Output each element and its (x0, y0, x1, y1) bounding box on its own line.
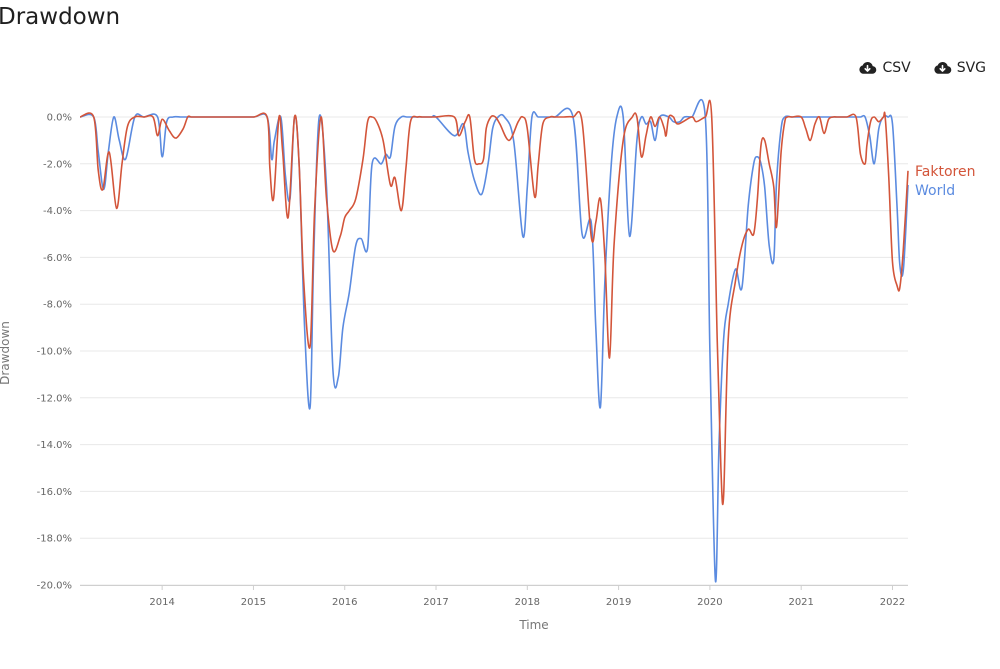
y-tick-label: -4.0% (43, 206, 72, 217)
x-tick-label: 2014 (149, 597, 174, 608)
cloud-download-icon (934, 62, 951, 74)
csv-download-button[interactable]: CSV (858, 60, 911, 76)
x-tick-label: 2018 (515, 597, 540, 608)
page-title: Drawdown (0, 4, 121, 30)
y-tick-label: 0.0% (47, 113, 72, 124)
x-tick-label: 2019 (606, 597, 631, 608)
csv-download-label: CSV (882, 60, 911, 76)
x-tick-label: 2022 (880, 597, 905, 608)
series-line-faktoren (79, 99, 909, 505)
legend-label-world: World (915, 183, 955, 199)
download-toolbar: CSV SVG (858, 60, 986, 76)
legend-label-faktoren: Faktoren (915, 164, 975, 180)
y-axis-title: Drawdown (0, 321, 12, 385)
y-tick-label: -8.0% (43, 300, 72, 311)
y-tick-label: -6.0% (43, 253, 72, 264)
y-tick-label: -10.0% (37, 347, 72, 358)
y-tick-label: -2.0% (43, 159, 72, 170)
y-tick-label: -20.0% (37, 581, 72, 592)
x-tick-label: 2020 (697, 597, 722, 608)
y-tick-label: -14.0% (37, 440, 72, 451)
x-tick-label: 2015 (241, 597, 266, 608)
x-tick-label: 2016 (332, 597, 357, 608)
cloud-download-icon (859, 62, 877, 74)
x-axis-title: Time (518, 618, 548, 632)
svg-download-button[interactable]: SVG (933, 60, 986, 76)
x-tick-label: 2017 (423, 597, 448, 608)
y-tick-label: -12.0% (37, 393, 72, 404)
svg-download-label: SVG (956, 60, 986, 76)
series-line-world (79, 99, 909, 583)
x-tick-label: 2021 (788, 597, 813, 608)
y-tick-label: -18.0% (37, 534, 72, 545)
y-tick-label: -16.0% (37, 487, 72, 498)
